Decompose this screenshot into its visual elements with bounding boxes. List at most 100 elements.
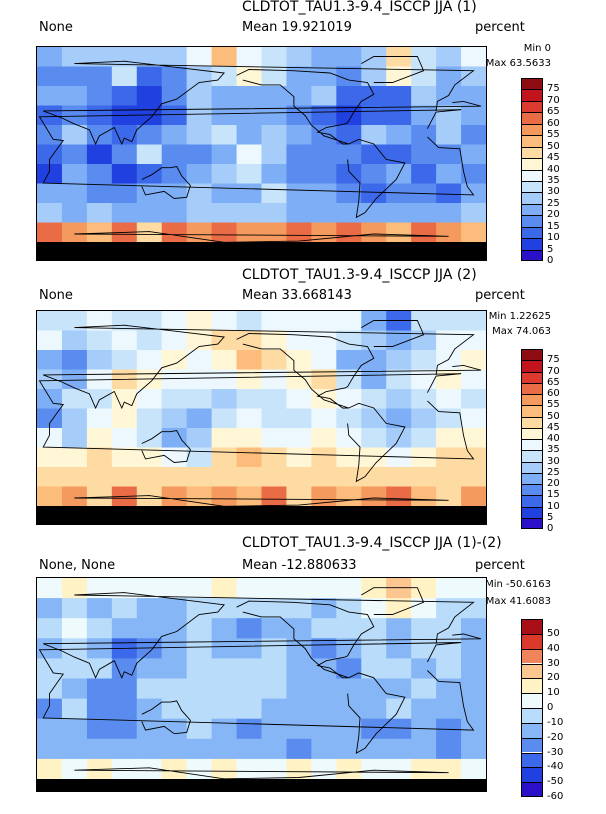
field-cell [461, 125, 486, 145]
colorbar-tick-label: 70 [547, 365, 560, 377]
colorbar-swatch [521, 100, 543, 113]
field-cell [86, 698, 113, 720]
field-cell [61, 86, 88, 106]
field-cell [37, 66, 63, 87]
field-cell [311, 369, 337, 390]
field-cell [211, 125, 238, 145]
field-cell [436, 86, 462, 106]
coastline [347, 672, 406, 755]
colorbar-tick-label: 35 [547, 444, 560, 456]
antarctica-mask [37, 506, 486, 524]
field-cell [261, 66, 287, 87]
field-cell [461, 369, 486, 390]
field-cell [211, 578, 238, 599]
colorbar-swatch [521, 249, 543, 261]
field-cell [61, 47, 88, 67]
field-cell [86, 350, 113, 370]
field-cell [161, 718, 188, 740]
field-cell [61, 183, 88, 204]
max-label: Max 74.063 [492, 326, 551, 337]
map-svg [37, 578, 486, 791]
field-cell [111, 618, 138, 639]
field-cell [236, 164, 262, 184]
field-cell [61, 758, 88, 780]
field-cell [361, 222, 387, 243]
field-cell [86, 222, 113, 243]
field-cell [161, 578, 188, 599]
field-cell [136, 389, 163, 409]
field-cell [386, 222, 412, 243]
colorbar-swatch [521, 450, 543, 462]
coastline [347, 138, 406, 219]
field-cell [211, 738, 238, 760]
colorbar-tick-label: 0 [547, 255, 554, 266]
field-cell [37, 428, 63, 448]
field-cell [361, 467, 387, 487]
field-cell [461, 638, 486, 659]
coastlines [38, 56, 482, 243]
colorbar-tick-label: 30 [547, 186, 560, 198]
field-cell [386, 203, 412, 223]
field-cell [386, 467, 412, 487]
field-cell [411, 467, 437, 487]
field-cell [186, 447, 213, 468]
field-cell [311, 428, 337, 448]
field-cell [361, 658, 387, 679]
field-cell [186, 698, 213, 720]
field-cell [111, 598, 138, 619]
field-cell [286, 222, 312, 243]
colorbar-swatch [521, 708, 543, 723]
field-cell [411, 578, 437, 599]
field-cell [286, 311, 312, 331]
field-cell [461, 164, 486, 184]
field-cell [37, 105, 63, 126]
field-cell [161, 66, 188, 87]
field-cell [461, 389, 486, 409]
field-cell [311, 718, 337, 740]
colorbar-swatch [521, 382, 543, 394]
field-cell [461, 408, 486, 429]
field-cell [436, 125, 462, 145]
field-cell [136, 428, 163, 448]
field-cell [361, 369, 387, 390]
field-cell [61, 311, 88, 331]
field-cell [37, 467, 63, 487]
map-svg [37, 47, 486, 260]
field-cell [136, 658, 163, 679]
field-cell [186, 164, 213, 184]
field-cell [436, 678, 462, 700]
field-cell [236, 678, 262, 700]
field-cell [61, 203, 88, 223]
colorbar-swatch [521, 472, 543, 484]
field-cell [436, 408, 462, 429]
field-cell [261, 86, 287, 106]
field-cell [336, 718, 362, 740]
field-cell [136, 311, 163, 331]
field-cell [86, 389, 113, 409]
field-cell [361, 47, 387, 67]
colorbar-tick-label: 40 [547, 163, 560, 175]
field-cell [86, 738, 113, 760]
field-cell [211, 222, 238, 243]
coastline [43, 592, 482, 679]
colorbar [521, 78, 543, 261]
field-cell [111, 144, 138, 165]
field-cell [286, 164, 312, 184]
field-cell [261, 447, 287, 468]
field-cell [436, 389, 462, 409]
coastline [74, 767, 449, 780]
field-cell [461, 467, 486, 487]
field-cell [211, 428, 238, 448]
colorbar [521, 349, 543, 529]
field-cell [311, 183, 337, 204]
field-cell [37, 311, 63, 331]
field-cell [411, 638, 437, 659]
field-cell [386, 738, 412, 760]
field-cell [361, 428, 387, 448]
field-cell [286, 350, 312, 370]
field-cell [461, 203, 486, 223]
colorbar-swatch [521, 461, 543, 473]
field-cell [111, 203, 138, 223]
field-cell [261, 658, 287, 679]
field-cell [186, 738, 213, 760]
